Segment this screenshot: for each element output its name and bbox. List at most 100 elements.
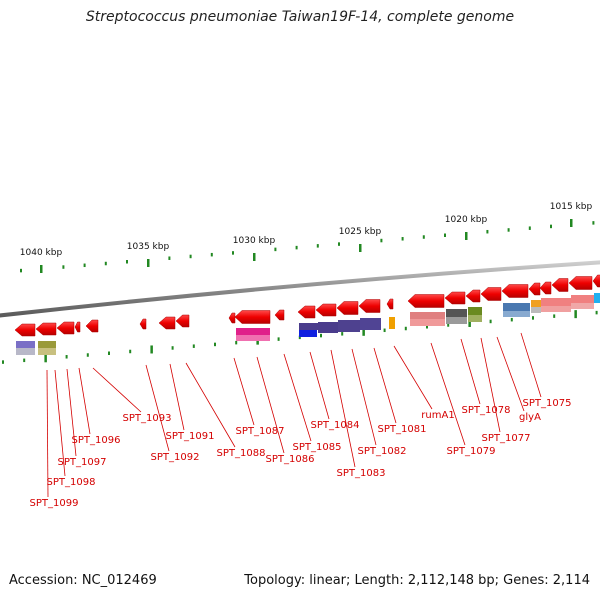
gene-label: SPT_1093 (123, 413, 172, 424)
gene-arrow (444, 291, 466, 305)
minor-tick (401, 237, 404, 241)
gene-arrow (297, 305, 316, 319)
gene-label: SPT_1082 (358, 446, 407, 457)
minor-tick (316, 244, 319, 248)
feature-box (16, 341, 35, 348)
gene-arrow (228, 312, 236, 324)
feature-box (446, 317, 467, 324)
minor-tick (553, 314, 556, 318)
minor-tick (528, 226, 531, 230)
minor-tick (486, 229, 489, 234)
feature-box (236, 335, 270, 341)
feature-box (446, 309, 467, 317)
gene-label: SPT_1087 (236, 426, 285, 437)
gene-leader-line (54, 369, 66, 477)
feature-box (594, 293, 600, 303)
major-tick (253, 253, 256, 261)
feature-box (360, 318, 381, 330)
minor-tick (444, 233, 446, 237)
major-tick (359, 244, 362, 252)
gene-label: SPT_1096 (72, 435, 121, 446)
feature-box (389, 317, 395, 329)
scale-tick-label: 1025 kbp (339, 227, 382, 237)
gene-label: SPT_1099 (30, 498, 79, 509)
gene-leader-line (283, 353, 312, 442)
gene-leader-line (430, 342, 466, 446)
gene-arrow (501, 284, 529, 298)
minor-tick (168, 256, 171, 260)
minor-tick (532, 316, 534, 320)
gene-arrow (592, 274, 600, 288)
gene-leader-line (145, 364, 170, 452)
gene-labels: SPT_1099 SPT_1098 SPT_1097 SPT_1096SPT_1093… (30, 332, 572, 509)
minor-tick (235, 340, 238, 345)
gene-arrow (336, 301, 359, 315)
minor-tick (274, 247, 277, 252)
major-tick (40, 265, 43, 273)
gene-label: SPT_1098 (47, 477, 96, 488)
minor-tick (171, 346, 174, 350)
minor-tick (129, 349, 132, 354)
gene-arrow (551, 278, 569, 292)
gene-leader-line (496, 336, 525, 412)
feature-box (541, 306, 571, 312)
minor-tick (23, 358, 26, 363)
gene-arrow (465, 289, 481, 303)
gene-arrow (315, 303, 337, 317)
major-tick (465, 232, 468, 240)
gene-leader-line (460, 338, 481, 405)
scale-ticks: 1040 kbp 1035 kbp 1030 kbp 1025 kbp 1020 kbp… (2, 202, 598, 364)
feature-box (503, 303, 530, 311)
minor-tick (62, 265, 65, 269)
minor-tick (447, 323, 450, 327)
minor-tick (104, 261, 107, 266)
gene-label: SPT_1075 (523, 398, 572, 409)
minor-tick (298, 335, 301, 340)
gene-label: SPT_1077 (482, 433, 531, 444)
minor-tick (83, 263, 86, 268)
minor-tick (550, 224, 552, 229)
minor-tick (86, 353, 89, 357)
minor-tick (2, 360, 4, 364)
topology-label: Topology: linear; Length: 2,112,148 bp; … (244, 573, 590, 588)
feature-box (531, 307, 541, 313)
minor-tick (192, 344, 195, 348)
gene-label: SPT_1091 (166, 431, 215, 442)
gene-leader-line (309, 351, 330, 420)
gene-arrow (74, 321, 81, 333)
gene-label: SPT_1092 (151, 452, 200, 463)
minor-tick (108, 351, 110, 355)
gene-label: glyA (519, 412, 541, 423)
gene-label: SPT_1085 (293, 442, 342, 453)
map-title: Streptococcus pneumoniae Taiwan19F-14, c… (85, 9, 515, 25)
major-tick (468, 318, 471, 327)
major-tick (44, 354, 47, 363)
major-tick (570, 219, 573, 227)
minor-tick (489, 319, 492, 324)
gene-arrow (85, 319, 99, 333)
feature-box (338, 320, 360, 332)
feature-box (410, 319, 445, 326)
gene-arrow (274, 309, 285, 321)
gene-arrow (386, 298, 394, 310)
minor-tick (232, 251, 234, 255)
minor-tick (126, 260, 128, 264)
minor-tick (592, 221, 595, 225)
gene-leader-line (373, 347, 397, 424)
gene-leader-line (480, 337, 501, 433)
minor-tick (510, 317, 513, 322)
minor-tick (214, 342, 216, 347)
gene-leader-line (330, 349, 356, 468)
gene-arrow (158, 316, 176, 330)
feature-box (503, 311, 530, 317)
accession-label: Accession: NC_012469 (9, 573, 157, 588)
gene-arrow (56, 321, 75, 335)
gene-leader-line (78, 367, 91, 435)
minor-tick (277, 337, 280, 341)
gene-leader-line (256, 356, 285, 454)
feature-box (541, 298, 571, 306)
gene-leader-line (520, 332, 542, 398)
minor-tick (210, 252, 213, 257)
gene-leader-line (393, 345, 433, 410)
feature-box (38, 341, 56, 348)
